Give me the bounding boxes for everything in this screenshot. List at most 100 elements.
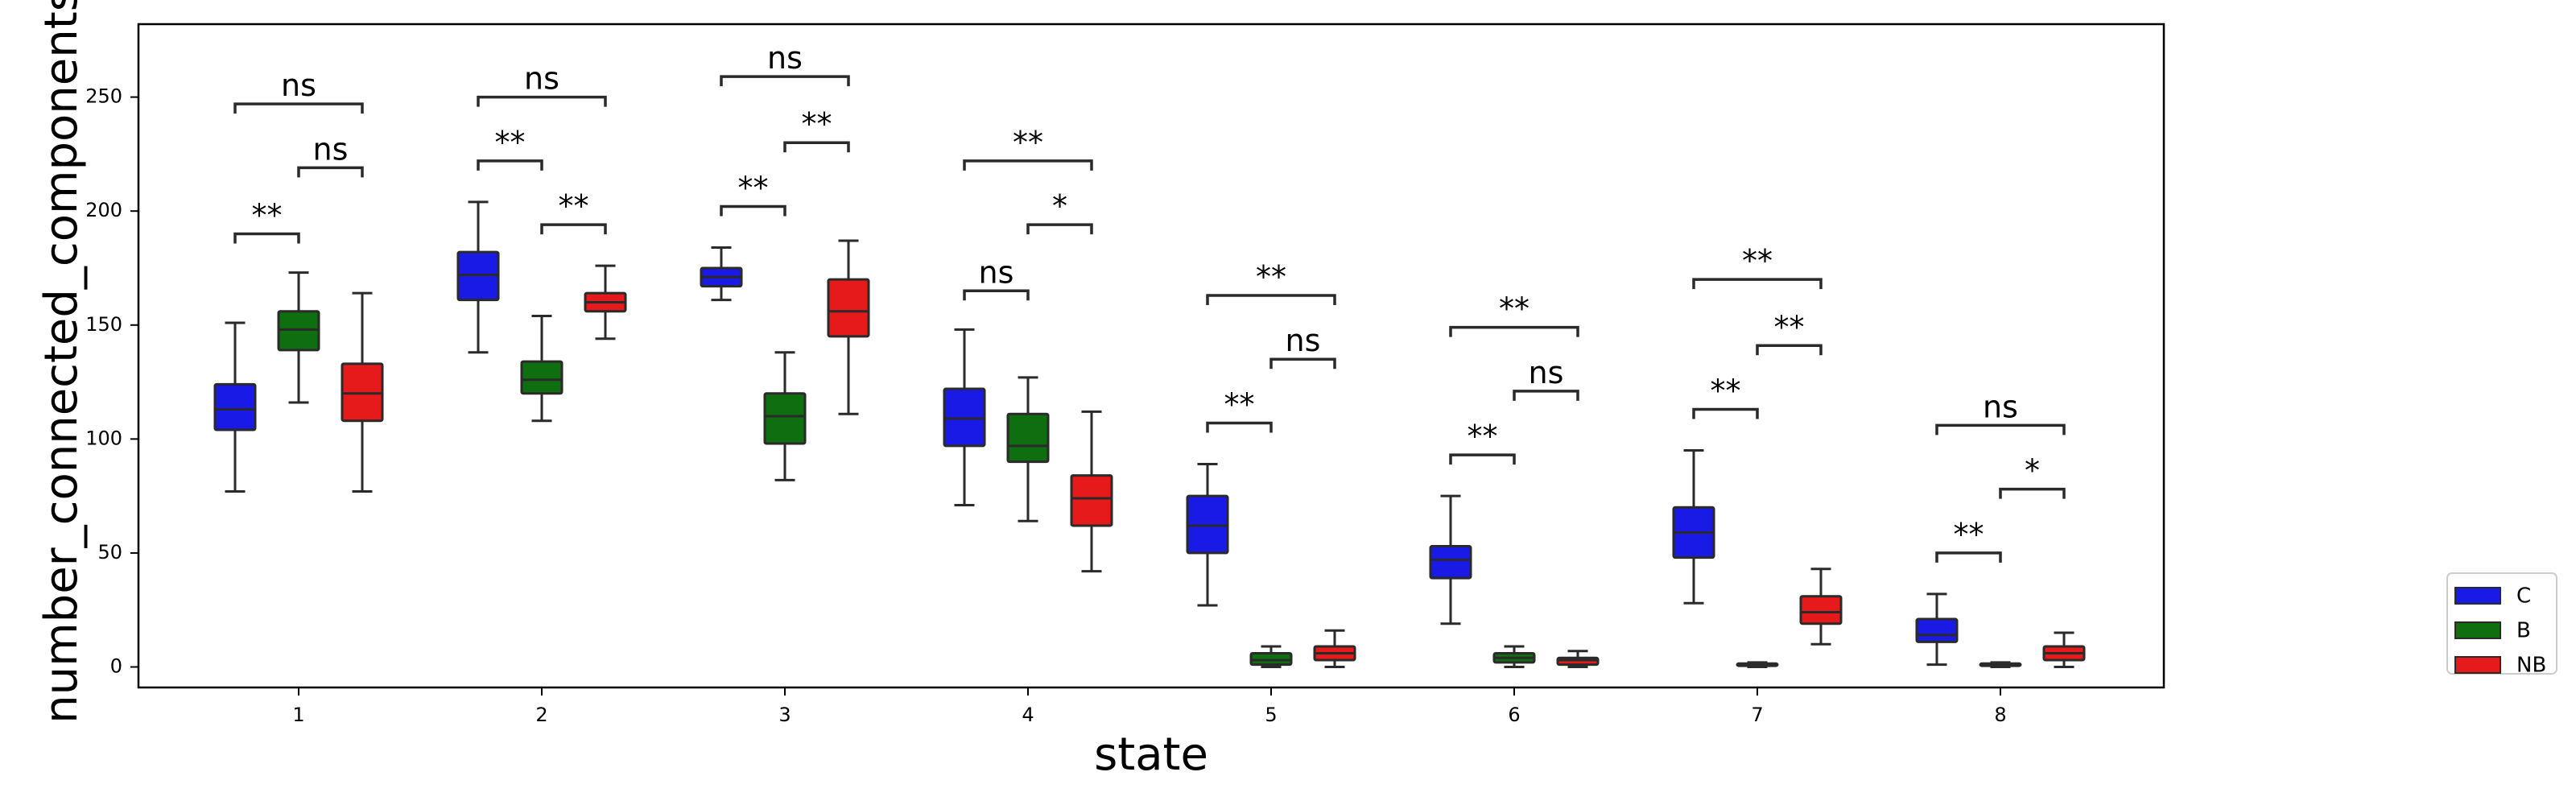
significance-bracket: ** [1692, 243, 1823, 290]
box-NB-state-1 [341, 291, 384, 493]
significance-label: ** [559, 188, 589, 224]
box-NB-state-2 [584, 264, 627, 341]
box-C-state-8 [1915, 592, 1959, 667]
bracket-line [720, 75, 850, 87]
box-iqr [213, 382, 257, 431]
significance-bracket: ** [1449, 291, 1579, 337]
box-C-state-4 [943, 328, 986, 506]
significance-label: ** [495, 125, 526, 160]
significance-label: ** [1224, 387, 1255, 423]
x-tick-label: 6 [1508, 704, 1520, 726]
plot-area-frame [137, 23, 2165, 689]
significance-bracket: ** [720, 171, 786, 217]
significance-bracket: ** [1449, 419, 1516, 465]
bracket-line [1206, 294, 1336, 305]
box-C-state-3 [700, 246, 743, 302]
significance-label: ns [313, 131, 349, 167]
x-tick-label: 4 [1022, 704, 1034, 726]
box-C-state-1 [213, 321, 257, 493]
significance-label: * [1052, 188, 1067, 224]
box-NB-state-8 [2042, 631, 2086, 669]
box-C-state-6 [1429, 494, 1472, 625]
significance-bracket: * [1999, 453, 2066, 499]
significance-label: ** [1468, 419, 1498, 454]
significance-label: ** [1954, 517, 1984, 552]
box-iqr [827, 278, 870, 338]
legend: CB NB [2446, 572, 2557, 678]
box-NB-state-3 [827, 239, 870, 415]
bracket-line [477, 95, 607, 107]
box-NB-state-7 [1799, 568, 1843, 646]
legend-swatch-B [2454, 621, 2501, 639]
box-B-state-1 [277, 271, 320, 404]
significance-label: ns [281, 68, 316, 103]
significance-label: ** [252, 198, 283, 233]
x-axis-ticks: 1 2 3 4 5 6 7 8 [292, 687, 2007, 726]
bracket-line [1756, 344, 1823, 356]
significance-bracket: ns [963, 254, 1030, 301]
significance-label: ns [1529, 355, 1564, 390]
significance-label: ** [1013, 125, 1043, 160]
y-axis-label: number_connected_components [35, 0, 88, 724]
significance-label: * [2025, 453, 2040, 489]
plot-marks: **nsns****ns****nsns*****ns****ns*******… [213, 40, 2086, 669]
bracket-line [540, 223, 607, 235]
bracket-line [963, 289, 1030, 301]
box-B-state-7 [1736, 661, 1779, 669]
box-iqr [1006, 412, 1050, 464]
bracket-line [1513, 390, 1579, 401]
bracket-line [1449, 325, 1579, 337]
box-NB-state-5 [1313, 629, 1356, 669]
significance-bracket: ** [1206, 387, 1273, 433]
bracket-line [783, 141, 850, 153]
significance-bracket: ** [540, 188, 607, 235]
box-B-state-8 [1979, 661, 2022, 669]
y-tick-label: 100 [85, 427, 122, 449]
bracket-line [233, 232, 300, 244]
box-C-state-5 [1186, 463, 1229, 607]
box-B-state-5 [1249, 645, 1293, 669]
box-iqr [520, 360, 564, 395]
significance-label: ns [979, 254, 1014, 290]
significance-label: ** [1742, 243, 1773, 279]
significance-label: ns [767, 40, 803, 76]
legend-label-B: B [2516, 619, 2531, 643]
significance-label: ** [1774, 309, 1805, 345]
box-iqr [763, 392, 807, 445]
significance-bracket: ns [1269, 323, 1336, 369]
box-B-state-3 [763, 351, 807, 481]
x-tick-label: 5 [1265, 704, 1277, 726]
x-tick-label: 3 [778, 704, 791, 726]
bracket-line [1206, 421, 1273, 433]
significance-label: ** [738, 171, 769, 206]
bracket-line [1449, 453, 1516, 465]
significance-bracket: ns [1513, 355, 1579, 401]
y-tick-label: 250 [85, 85, 122, 108]
x-tick-label: 1 [292, 704, 304, 726]
significance-bracket: ** [1935, 517, 2002, 563]
bracket-line [1692, 278, 1823, 290]
bracket-line [1026, 223, 1093, 235]
significance-label: ns [1983, 389, 2018, 424]
bracket-line [720, 204, 786, 217]
significance-bracket: ** [1206, 259, 1336, 305]
box-NB-state-6 [1556, 650, 1600, 669]
significance-label: ns [1286, 323, 1321, 358]
bracket-line [1999, 487, 2066, 499]
box-B-state-6 [1492, 645, 1536, 669]
box-iqr [1429, 544, 1472, 580]
box-B-state-2 [520, 314, 564, 423]
significance-bracket: ** [1756, 309, 1823, 356]
significance-bracket: ** [783, 106, 850, 153]
bracket-line [1692, 407, 1759, 419]
significance-bracket: ns [720, 40, 850, 87]
box-NB-state-4 [1070, 410, 1113, 573]
significance-bracket: ** [1692, 374, 1759, 419]
legend-swatch-C [2454, 587, 2501, 605]
significance-bracket: ns [477, 61, 607, 107]
significance-bracket: ns [297, 131, 364, 178]
y-tick-label: 150 [85, 313, 122, 336]
significance-label: ns [524, 61, 559, 97]
bracket-line [1935, 551, 2002, 563]
